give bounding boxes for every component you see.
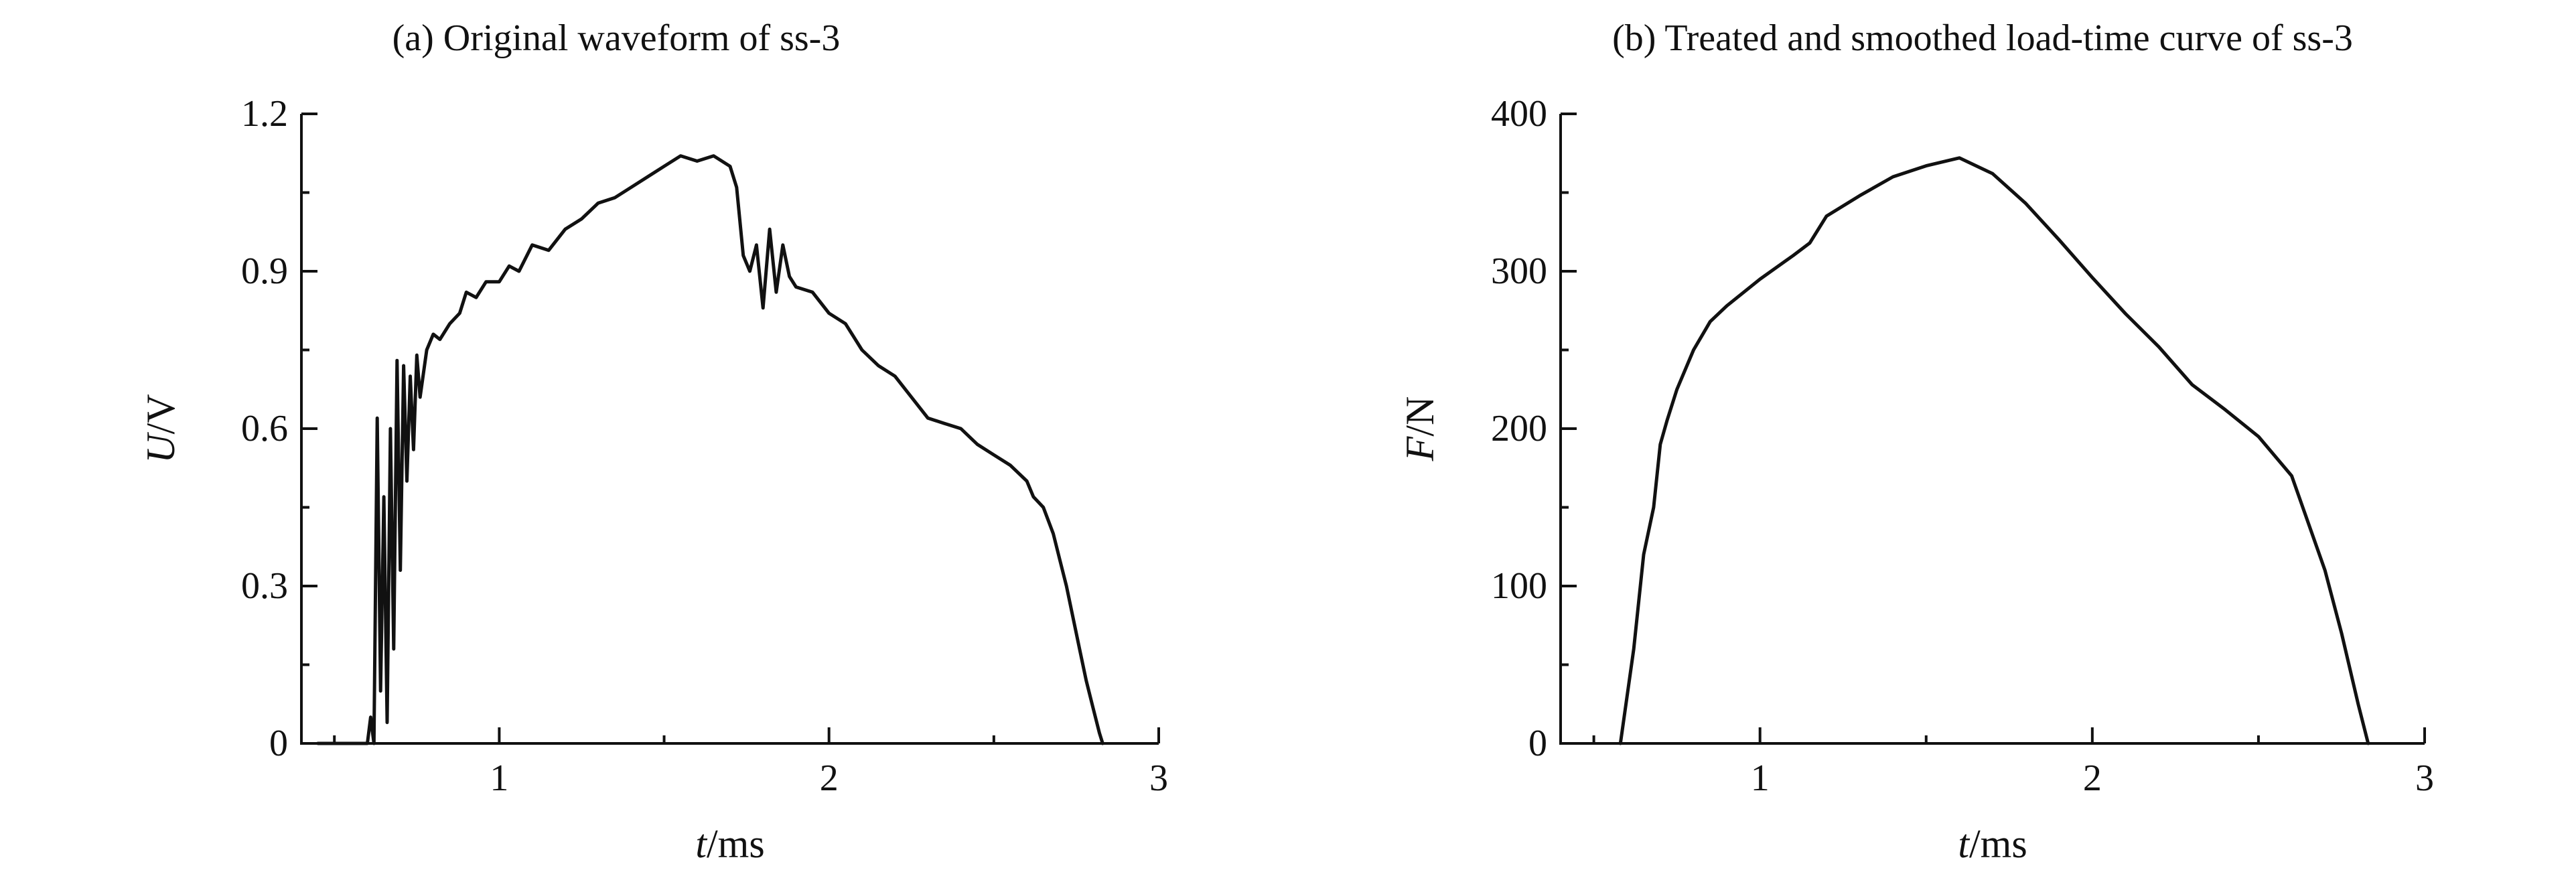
chart-a-xtick-label: 2 (820, 757, 839, 799)
chart-b-ytick-label: 200 (1491, 408, 1547, 449)
chart-a-ytick-label: 1.2 (241, 93, 288, 135)
chart-a-ylabel-var: U (139, 432, 183, 463)
chart-b-title: (b) Treated and smoothed load-time curve… (1612, 17, 2353, 59)
chart-b-ytick-label: 100 (1491, 565, 1547, 607)
chart-a-series-line (316, 154, 1104, 745)
chart-b-ytick-label: 400 (1491, 93, 1547, 135)
chart-a-ytick-label: 0 (269, 723, 288, 764)
chart-a-xtick-label: 3 (1149, 757, 1168, 799)
chart-b-xlabel-var: t (1958, 822, 1970, 866)
chart-a-xtick-label: 1 (490, 757, 508, 799)
chart-a-ytick-label: 0.6 (241, 408, 288, 449)
chart-b-ylabel-var: F (1398, 435, 1442, 461)
chart-a-title: (a) Original waveform of ss-3 (392, 17, 841, 59)
chart-a-xlabel: t/ms (695, 822, 764, 866)
chart-a-axes (300, 114, 1159, 745)
chart-a: (a) Original waveform of ss-3 1 2 3 0 0.3 0.6… (139, 17, 1168, 866)
chart-b-xtick-label: 2 (2083, 757, 2102, 799)
chart-a-ylabel-unit: /V (139, 394, 183, 434)
chart-a-ytick-label: 0.9 (241, 250, 288, 292)
chart-b-ylabel: F/N (1398, 396, 1442, 462)
chart-b-xtick-label: 1 (1751, 757, 1770, 799)
chart-b-ylabel-unit: /N (1398, 396, 1442, 437)
chart-b-xlabel: t/ms (1958, 822, 2027, 866)
chart-a-xlabel-var: t (695, 822, 707, 866)
chart-b-xlabel-unit: /ms (1969, 822, 2027, 866)
chart-a-ytick-label: 0.3 (241, 565, 288, 607)
chart-a-ylabel: U/V (139, 394, 183, 463)
chart-b-xtick-label: 3 (2415, 757, 2434, 799)
chart-b-series-line (1618, 156, 2370, 745)
chart-b: (b) Treated and smoothed load-time curve… (1398, 17, 2434, 866)
chart-b-axes (1559, 114, 2425, 745)
chart-b-ytick-label: 300 (1491, 250, 1547, 292)
chart-b-ytick-label: 0 (1528, 723, 1547, 764)
chart-a-xlabel-unit: /ms (707, 822, 765, 866)
